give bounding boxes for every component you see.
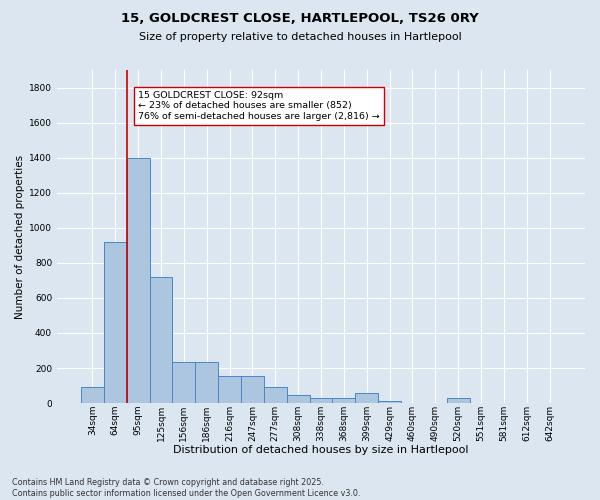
Text: 15, GOLDCREST CLOSE, HARTLEPOOL, TS26 0RY: 15, GOLDCREST CLOSE, HARTLEPOOL, TS26 0R… (121, 12, 479, 26)
Text: 15 GOLDCREST CLOSE: 92sqm
← 23% of detached houses are smaller (852)
76% of semi: 15 GOLDCREST CLOSE: 92sqm ← 23% of detac… (138, 91, 380, 121)
Bar (264, 388, 287, 403)
Bar (241, 376, 264, 403)
Bar (218, 376, 241, 403)
Bar (332, 398, 355, 403)
Text: Contains HM Land Registry data © Crown copyright and database right 2025.
Contai: Contains HM Land Registry data © Crown c… (12, 478, 361, 498)
Bar (104, 242, 127, 403)
Bar (172, 362, 196, 403)
Bar (355, 392, 378, 403)
Bar (127, 158, 149, 403)
Y-axis label: Number of detached properties: Number of detached properties (15, 154, 25, 318)
Bar (81, 388, 104, 403)
Bar (310, 398, 332, 403)
X-axis label: Distribution of detached houses by size in Hartlepool: Distribution of detached houses by size … (173, 445, 469, 455)
Bar (287, 395, 310, 403)
Bar (149, 277, 172, 403)
Bar (378, 402, 401, 403)
Text: Size of property relative to detached houses in Hartlepool: Size of property relative to detached ho… (139, 32, 461, 42)
Bar (447, 398, 470, 403)
Bar (196, 362, 218, 403)
